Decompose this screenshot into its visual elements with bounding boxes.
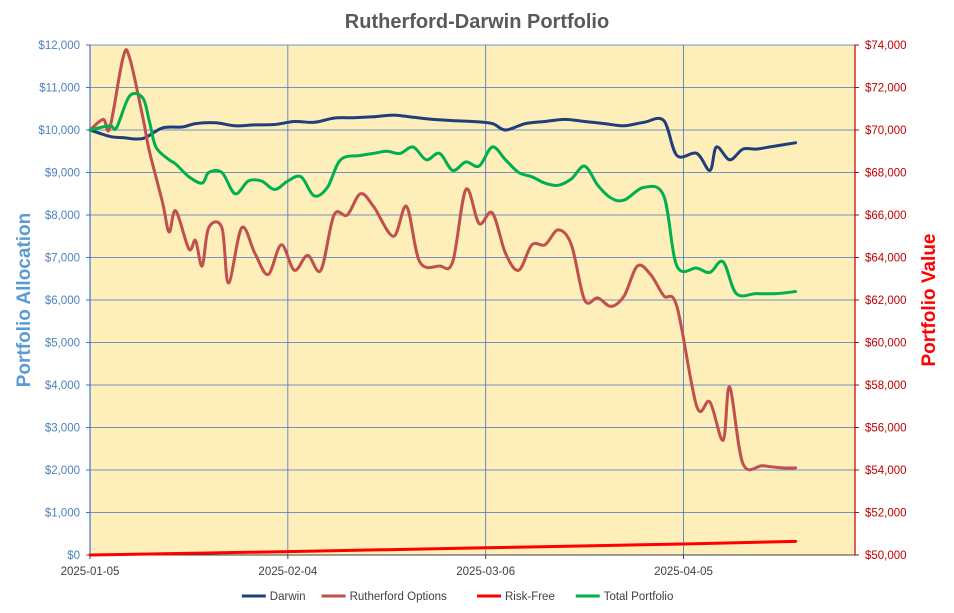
y-tick-label-left: $5,000: [45, 338, 80, 350]
legend-label-risk-free: Risk-Free: [505, 591, 555, 603]
series-line-darwin: [88, 113, 798, 172]
y-tick-label-right: $74,000: [865, 40, 907, 52]
series-line-total-portfolio: [88, 91, 798, 298]
y-axis-right-label: Portfolio Value: [919, 233, 940, 366]
y-tick-label-left: $8,000: [45, 210, 80, 222]
y-tick-label-right: $72,000: [865, 83, 907, 95]
x-tick-label: 2025-04-05: [654, 566, 713, 578]
y-tick-label-right: $60,000: [865, 338, 907, 350]
y-tick-label-left: $9,000: [45, 168, 80, 180]
chart-title: Rutherford-Darwin Portfolio: [345, 11, 609, 33]
y-tick-label-left: $11,000: [39, 83, 80, 95]
x-tick-label: 2025-01-05: [61, 566, 120, 578]
y-tick-label-left: $12,000: [38, 40, 80, 52]
y-tick-label-right: $66,000: [865, 210, 907, 222]
y-tick-label-left: $1,000: [45, 508, 80, 520]
gridlines: [90, 44, 855, 555]
y-tick-label-right: $58,000: [865, 380, 907, 392]
y-tick-label-right: $50,000: [865, 550, 907, 562]
x-tick-label: 2025-02-04: [258, 566, 317, 578]
y-tick-label-left: $6,000: [45, 295, 80, 307]
y-tick-label-right: $68,000: [865, 168, 907, 180]
x-tick-label: 2025-03-06: [456, 566, 515, 578]
y-tick-label-left: $2,000: [45, 465, 80, 477]
legend-label-darwin: Darwin: [270, 591, 306, 603]
y-axis-left-label: Portfolio Allocation: [14, 213, 35, 388]
legend: Darwin Rutherford Options Risk-Free Total P…: [241, 591, 674, 603]
series-line-risk-free: [88, 539, 798, 557]
legend-label-total-portfolio: Total Portfolio: [604, 591, 674, 603]
y-tick-label-left: $0: [67, 550, 80, 562]
y-tick-label-right: $62,000: [865, 295, 907, 307]
y-tick-label-left: $7,000: [45, 253, 80, 265]
y-tick-label-right: $52,000: [865, 508, 907, 520]
series-lines: [88, 48, 798, 557]
y-tick-label-right: $64,000: [865, 253, 907, 265]
legend-label-rutherford-options: Rutherford Options: [350, 591, 447, 603]
axes: $0 $50,000 $1,000 $52,000 $2,000 $54,000 $3,00…: [38, 40, 906, 578]
y-tick-label-right: $54,000: [865, 465, 907, 477]
y-tick-label-left: $10,000: [38, 125, 80, 137]
y-tick-label-left: $3,000: [45, 423, 80, 435]
series-line-rutherford-options: [88, 48, 798, 472]
y-tick-label-right: $56,000: [865, 423, 907, 435]
y-tick-label-left: $4,000: [45, 380, 80, 392]
y-tick-label-right: $70,000: [865, 125, 907, 137]
